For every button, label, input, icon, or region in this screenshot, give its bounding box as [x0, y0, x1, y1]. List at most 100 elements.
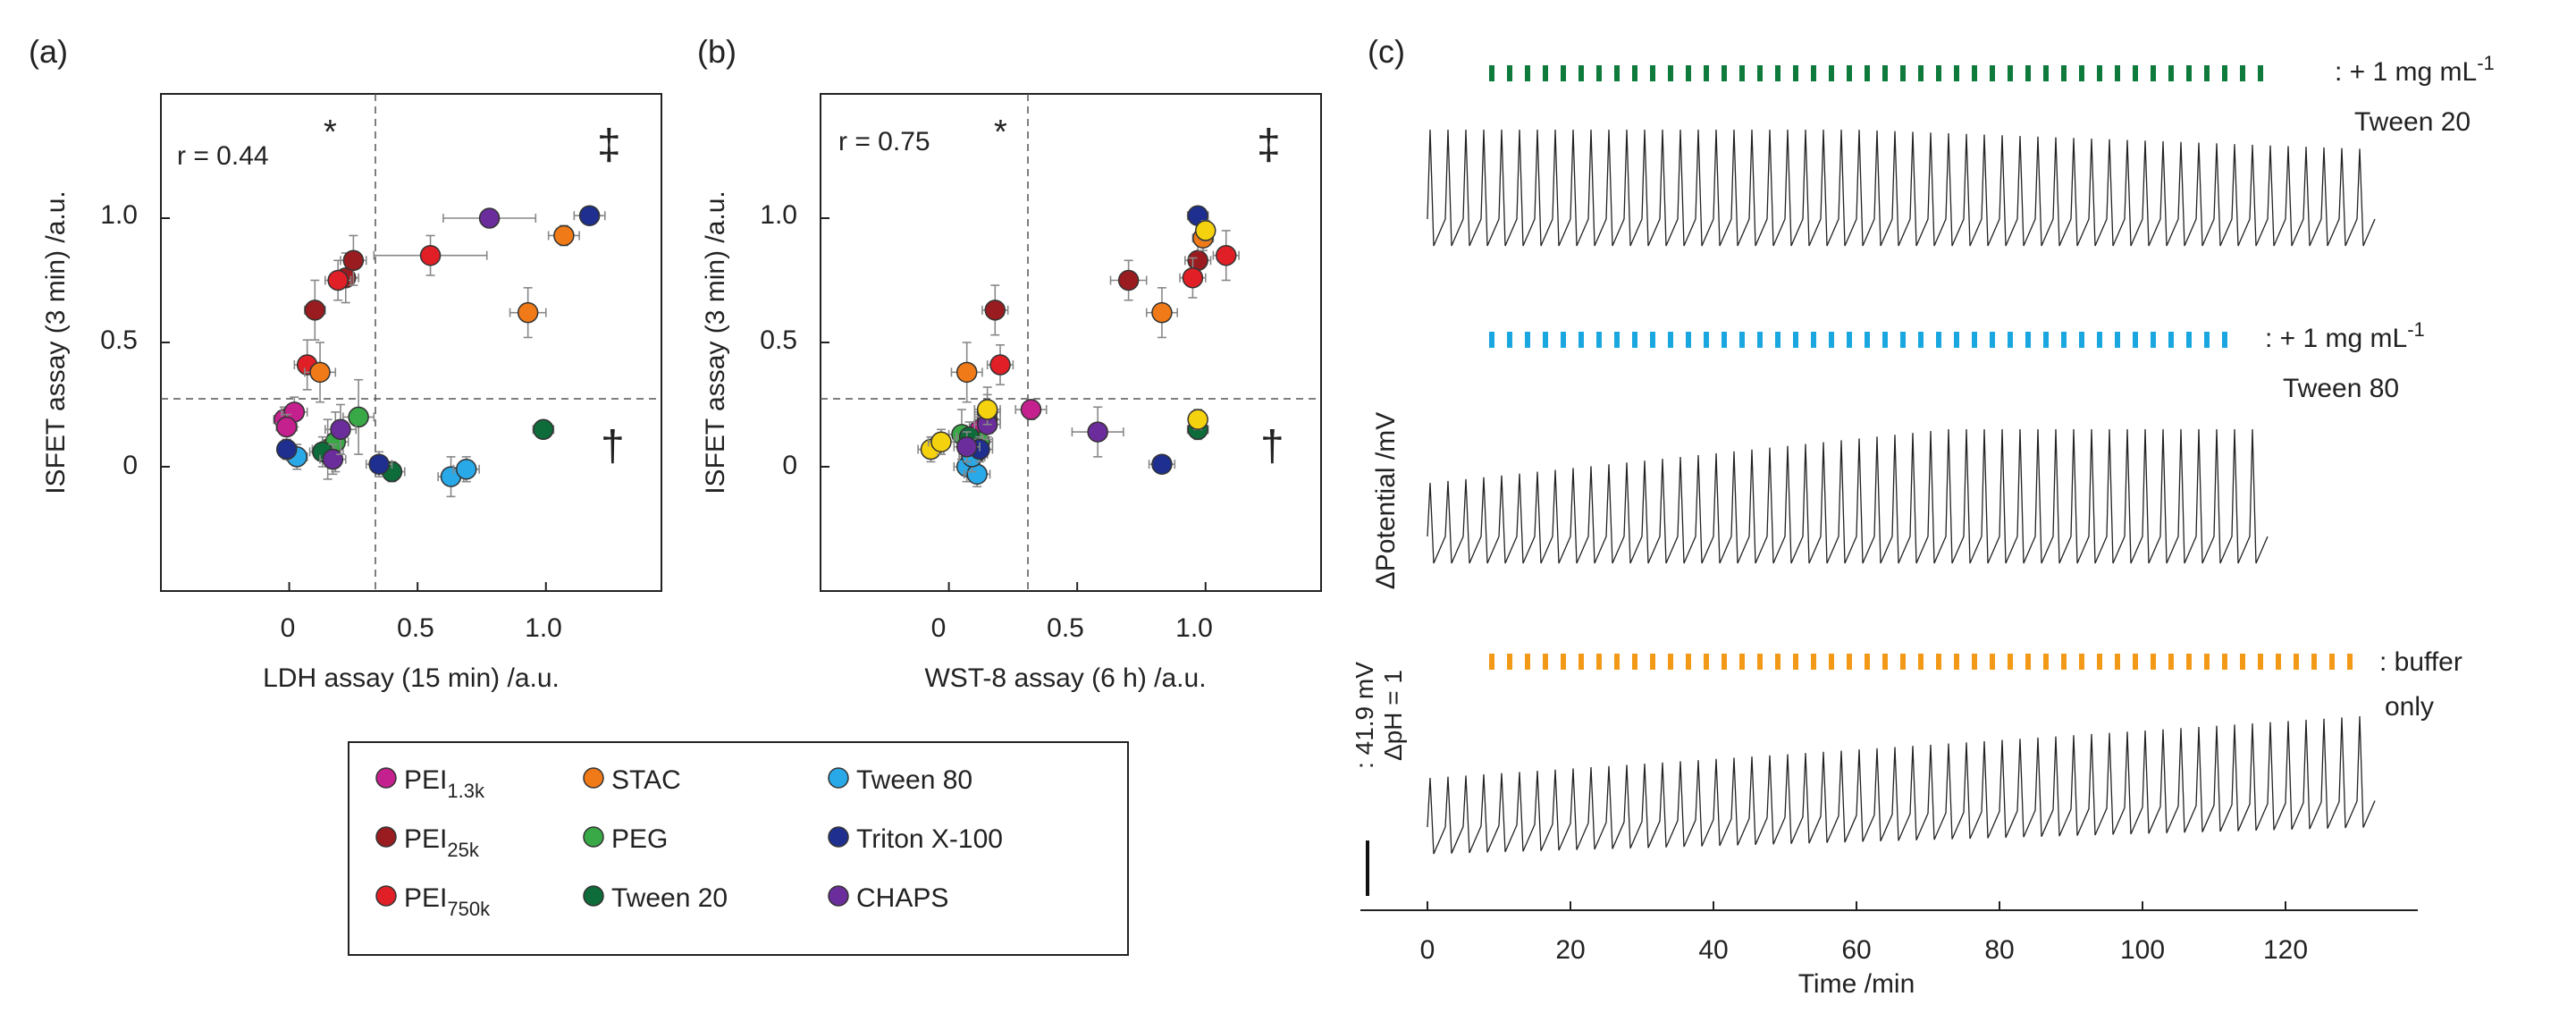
panel-b-ylabel: ISFET assay (3 min) /a.u. [701, 190, 730, 494]
pulse-marker [2329, 654, 2335, 670]
pulse-marker [2258, 654, 2263, 670]
pulse-marker [1793, 332, 1798, 348]
pulse-marker [1900, 332, 1906, 348]
pulse-marker [1561, 332, 1566, 348]
pulse-marker [1865, 65, 1870, 81]
scale-bar-ph-label: ΔpH = 1 [1379, 670, 1407, 761]
scatter-marker [1215, 244, 1237, 266]
panel-c-xtick-label: 40 [1698, 935, 1728, 965]
pulse-marker [1829, 65, 1834, 81]
pulse-marker [2151, 332, 2156, 348]
pulse-marker [2079, 332, 2084, 348]
data-point [340, 234, 367, 286]
data-point [1071, 406, 1124, 458]
legend-swatch [828, 885, 849, 907]
data-point [953, 431, 981, 463]
data-point [304, 279, 326, 342]
scale-bar-mv-label: : 41.9 mV [1351, 662, 1378, 769]
pulse-marker [2133, 332, 2138, 348]
pulse-marker [1990, 65, 1995, 81]
panel-b-frame [820, 93, 1322, 592]
legend-item-label: Tween 80 [856, 765, 972, 795]
panel-c-xtick-label: 0 [1420, 935, 1435, 965]
pulse-marker [1543, 654, 1548, 670]
data-point [452, 456, 480, 483]
data-point [1195, 219, 1216, 241]
pulse-marker [2276, 654, 2281, 670]
panel-a-ytick-label: 0.5 [100, 325, 138, 355]
pulse-marker [1543, 65, 1548, 81]
scatter-marker [330, 418, 351, 441]
panel-a-yticks: 0 0.5 1.0 [100, 200, 138, 480]
legend-item-label: PEI25k [404, 824, 480, 861]
legend-item-label: Tween 20 [611, 883, 728, 913]
pulse-marker [2061, 65, 2067, 81]
pulse-marker [1704, 654, 1709, 670]
pulse-marker [1775, 332, 1780, 348]
panel-b-xtick-label: 0.5 [1047, 613, 1084, 643]
panel-a-xticks: 0 0.5 1.0 [281, 613, 562, 643]
pulse-marker [1543, 332, 1548, 348]
panel-b-points [821, 205, 1240, 591]
legend: PEI1.3k STAC Tween 80 PEI25k PEG Triton … [348, 741, 1129, 956]
scatter-marker [1151, 301, 1173, 324]
panel-c-xtick-label: 20 [1555, 935, 1585, 965]
legend-item-label: Triton X-100 [856, 824, 1003, 854]
pulse-marker [1936, 332, 1941, 348]
pulse-marker [1990, 332, 1995, 348]
data-point [1148, 453, 1176, 475]
potential-trace-tween80 [1427, 428, 2269, 564]
pulse-marker [1954, 332, 1959, 348]
pulse-marker [2025, 654, 2031, 670]
pulse-marker [2025, 332, 2031, 348]
data-point [573, 205, 606, 226]
pulse-marker [1668, 65, 1673, 81]
scatter-marker [1187, 409, 1208, 430]
panel-b-ddagger: ‡ [1257, 122, 1281, 169]
data-point [324, 259, 352, 301]
data-point [986, 343, 1014, 386]
panel-a-star: * [324, 114, 337, 151]
panel-b-dagger: † [1260, 423, 1284, 470]
pulse-marker [1596, 654, 1602, 670]
trace-label-tween80-line2: Tween 80 [2283, 374, 2399, 403]
pulse-marker [1811, 654, 1816, 670]
pulse-marker [1811, 332, 1816, 348]
pulse-marker [1811, 65, 1816, 81]
pulse-marker [1489, 654, 1494, 670]
trace-label-tween20-line2: Tween 20 [2354, 107, 2471, 137]
pulse-marker [1507, 332, 1512, 348]
scatter-marker [342, 249, 365, 272]
pulse-marker [2186, 65, 2192, 81]
pulse-marker [2151, 65, 2156, 81]
scatter-marker [1195, 220, 1216, 241]
pulse-marker [1972, 65, 1977, 81]
scatter-marker [478, 207, 501, 229]
pulse-marker [1722, 332, 1727, 348]
pulse-marker [2008, 65, 2013, 81]
pulse-marker [2204, 65, 2210, 81]
panel-c-label: (c) [1368, 33, 1405, 70]
scatter-marker [966, 463, 988, 486]
pulse-marker [1972, 654, 1977, 670]
data-point [442, 207, 537, 229]
legend-swatch [583, 826, 604, 848]
panel-b-corr: r = 0.75 [838, 127, 930, 156]
pulse-marker [2347, 654, 2353, 670]
pulse-marker [1525, 654, 1530, 670]
data-point [324, 403, 358, 455]
scatter-marker [322, 448, 344, 470]
legend-swatch [375, 885, 397, 907]
pulse-marker [1668, 654, 1673, 670]
pulse-marker [1614, 332, 1620, 348]
panel-a-corr: r = 0.44 [177, 141, 269, 171]
pulse-marker [1578, 65, 1584, 81]
data-point [532, 418, 555, 441]
panel-b-xticks: 0 0.5 1.0 [931, 613, 1213, 643]
panel-a-dagger: † [601, 423, 625, 470]
scatter-marker [1151, 453, 1173, 475]
pulse-marker [1882, 332, 1888, 348]
pulse-marker [1704, 332, 1709, 348]
legend-item-label: PEI1.3k [404, 765, 485, 802]
pulse-marker [1918, 654, 1924, 670]
